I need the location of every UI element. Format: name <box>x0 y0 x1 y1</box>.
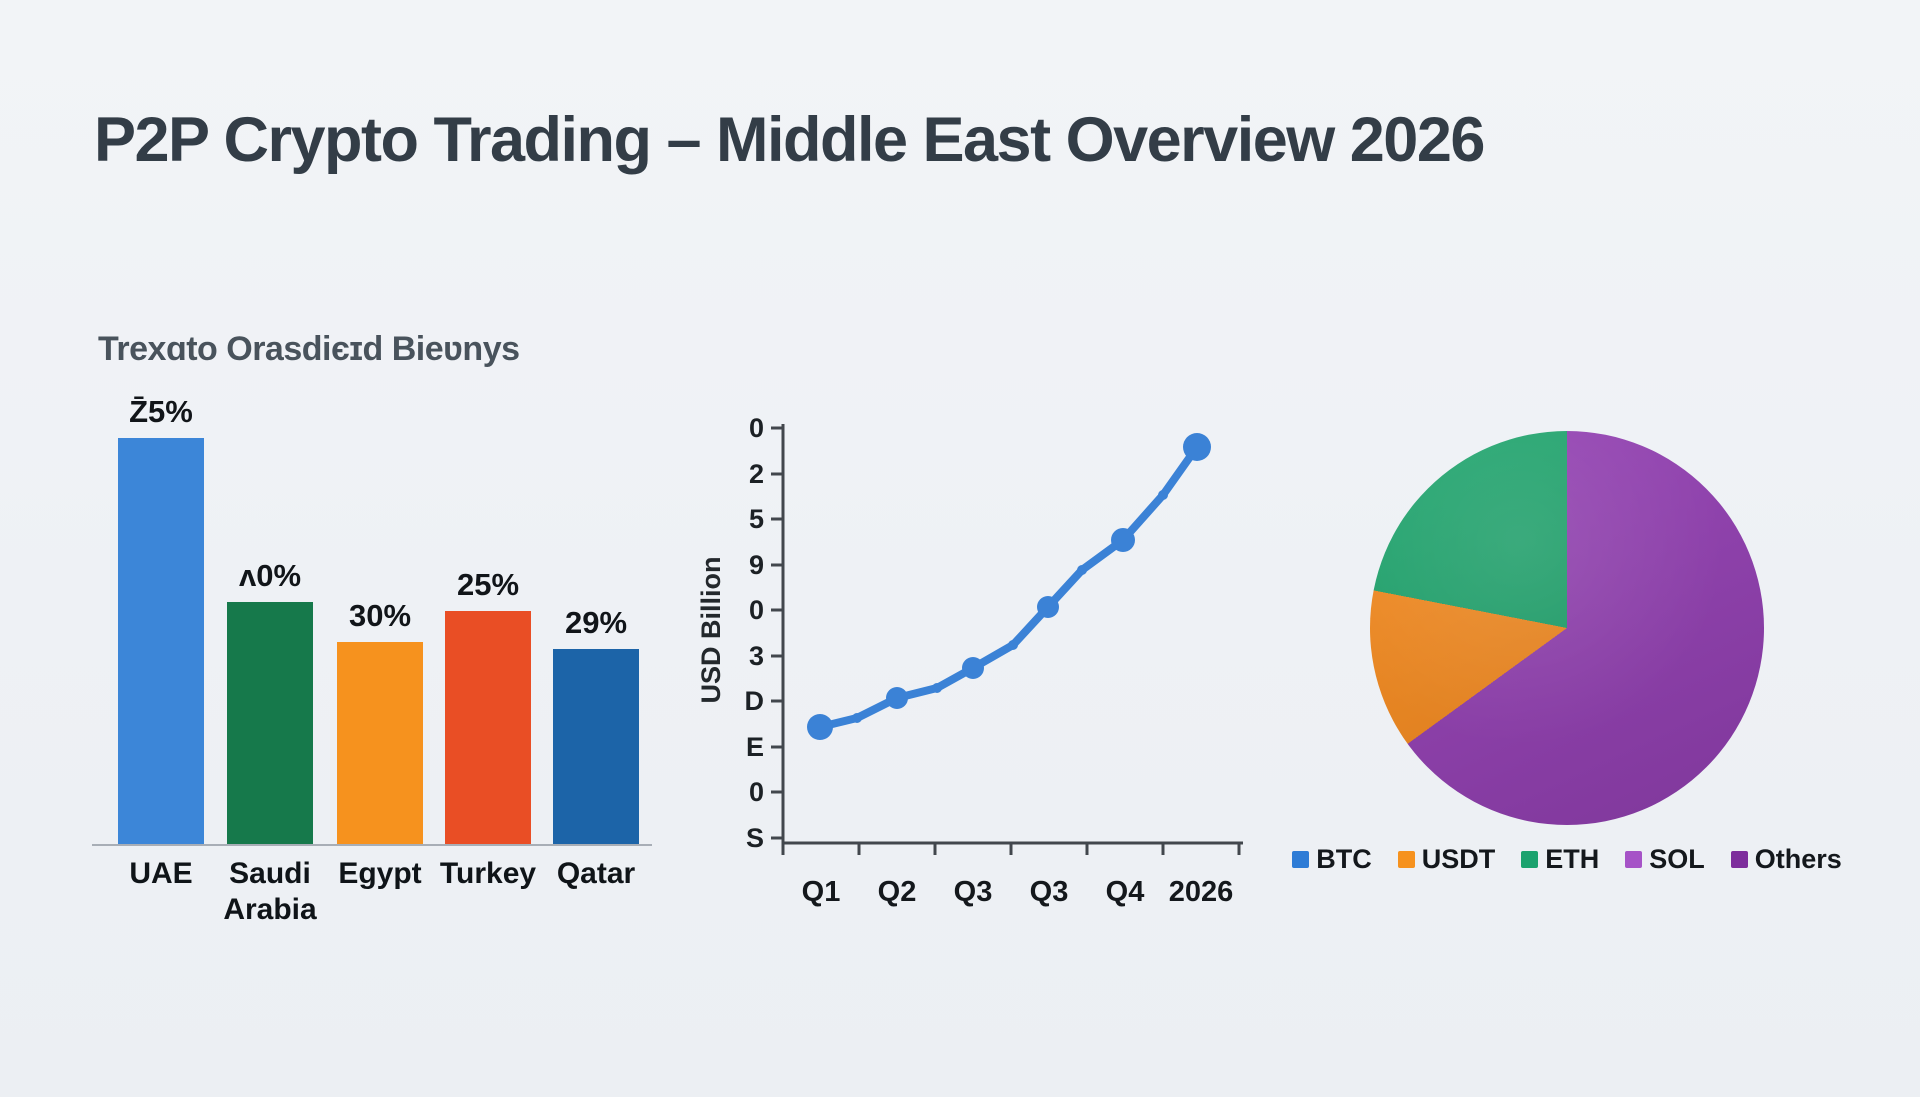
x-axis-tick-label: Q2 <box>878 876 917 908</box>
legend-swatch-eth <box>1521 851 1539 868</box>
y-axis-tick-label: 0 <box>749 595 764 625</box>
line-series-path <box>816 443 1201 731</box>
legend-label: ETH <box>1545 844 1600 874</box>
line-data-point <box>1158 490 1168 500</box>
bar-saudi-arabia <box>227 602 313 844</box>
y-axis-tick-label: 3 <box>749 641 764 671</box>
y-axis-tick-label: 5 <box>749 504 764 534</box>
y-axis-tick-label: 2 <box>749 459 764 489</box>
x-axis-tick-label: Q4 <box>1106 876 1145 908</box>
line-data-point <box>886 687 908 709</box>
line-data-point <box>1008 640 1018 650</box>
line-chart-axes <box>781 424 1243 845</box>
line-data-point <box>807 714 833 740</box>
y-axis-tick-label: 0 <box>749 777 764 807</box>
bar-uae <box>118 438 204 844</box>
x-axis-tick-label: 2026 <box>1169 876 1234 908</box>
line-data-point <box>1111 528 1135 552</box>
y-axis-tick-label: E <box>746 732 764 762</box>
bar-chart-axis-line <box>92 844 652 846</box>
legend-swatch-usdt <box>1397 851 1415 868</box>
legend-swatch-sol <box>1625 851 1643 868</box>
line-data-point <box>852 713 862 723</box>
legend-item-eth: ETH <box>1521 844 1599 875</box>
legend-label: SOL <box>1649 844 1705 874</box>
legend-item-btc: BTC <box>1292 844 1372 875</box>
y-axis-tick-label: 9 <box>749 550 764 580</box>
bar-value-label: Z̄5% <box>129 394 193 429</box>
line-data-point <box>1037 596 1059 618</box>
pie-chart-legend: BTC USDT ETH SOL Others <box>1287 844 1847 875</box>
bar-value-label: 30% <box>348 598 412 633</box>
bar-qatar <box>553 649 639 844</box>
line-data-point <box>1183 433 1211 461</box>
bar-category-label: Qatar <box>556 857 636 890</box>
y-axis-tick-label: S <box>746 823 764 853</box>
bar-value-label: ʌ0% <box>238 558 302 593</box>
x-axis-tick-label: Q1 <box>802 876 841 908</box>
bar-value-label: 25% <box>456 567 520 602</box>
x-axis-tick-label: Q3 <box>1030 876 1069 908</box>
legend-label: Others <box>1754 844 1842 874</box>
line-data-point <box>962 657 984 679</box>
bar-category-label: Saudi Arabia <box>223 857 317 926</box>
bar-category-label: Turkey <box>439 857 537 890</box>
line-data-point <box>932 683 942 693</box>
bar-category-label: Egypt <box>338 857 422 890</box>
bar-value-label: 29% <box>564 605 628 640</box>
x-axis-tick-label: Q3 <box>954 876 993 908</box>
legend-swatch-others <box>1730 851 1748 868</box>
legend-swatch-btc <box>1292 851 1310 868</box>
line-data-point <box>1077 565 1087 575</box>
legend-label: BTC <box>1316 844 1372 874</box>
y-axis-tick-label: D <box>745 686 765 716</box>
legend-item-sol: SOL <box>1625 844 1705 875</box>
y-axis-tick-label: 0 <box>749 413 764 443</box>
pie-chart-circle <box>1370 431 1764 825</box>
legend-label: USDT <box>1421 844 1496 874</box>
legend-item-others: Others <box>1730 844 1842 875</box>
y-axis-title: USD Billion <box>696 557 726 704</box>
bar-chart-title: Trexɑto Orasdiєɪd Bieʋnys <box>98 330 520 368</box>
bar-egypt <box>337 642 423 844</box>
bar-turkey <box>445 611 531 844</box>
page-title: P2P Crypto Trading – Middle East Overvie… <box>94 105 1485 175</box>
legend-item-usdt: USDT <box>1397 844 1496 875</box>
bar-category-label: UAE <box>129 857 193 890</box>
